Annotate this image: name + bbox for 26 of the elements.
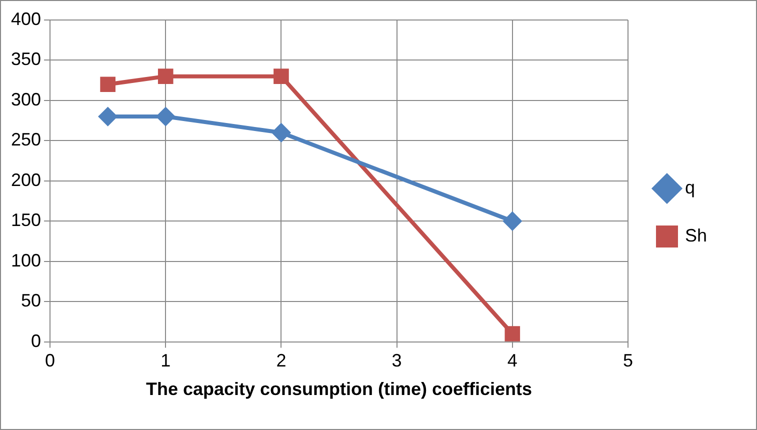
x-tick-label: 3 <box>392 350 402 371</box>
point <box>98 108 117 126</box>
point <box>272 124 290 142</box>
legend-label: q <box>684 177 695 198</box>
y-tick-label: 300 <box>10 89 42 110</box>
y-tick-label: 250 <box>10 130 42 150</box>
x-tick-label: 5 <box>622 350 633 371</box>
x-tick-label: 1 <box>160 350 171 371</box>
point <box>503 212 522 230</box>
point <box>158 68 174 84</box>
y-tick-label: 400 <box>10 8 42 29</box>
point <box>504 326 520 342</box>
x-axis-title: The capacity consumption (time) coefficients <box>146 379 532 400</box>
point <box>274 68 289 84</box>
y-tick-label: 100 <box>10 250 42 270</box>
x-tick-label: 2 <box>276 350 286 371</box>
x-tick-label: 4 <box>507 350 518 371</box>
y-tick-label: 0 <box>31 330 42 351</box>
x-tick-label: 0 <box>45 350 56 371</box>
legend-label: Sh <box>684 225 708 246</box>
point <box>156 108 175 126</box>
y-tick-label: 200 <box>10 170 42 190</box>
y-tick-label: 350 <box>10 49 42 70</box>
y-tick-label: 150 <box>10 210 42 230</box>
point <box>100 76 116 92</box>
y-tick-label: 50 <box>21 290 42 311</box>
